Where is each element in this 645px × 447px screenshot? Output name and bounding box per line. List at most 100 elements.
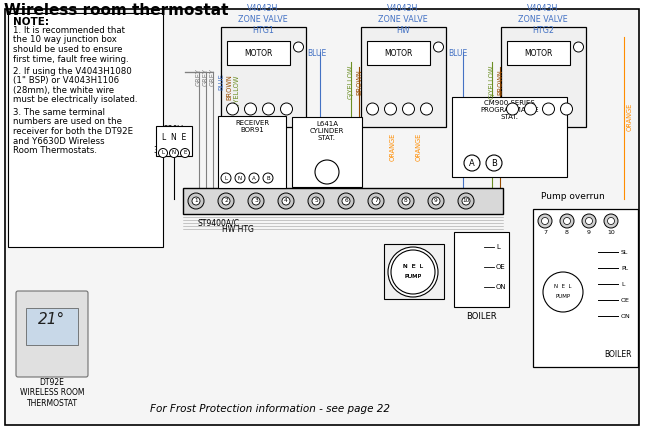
Text: first time, fault free wiring.: first time, fault free wiring. — [13, 55, 128, 63]
Text: V4043H
ZONE VALVE
HTG1: V4043H ZONE VALVE HTG1 — [238, 4, 288, 35]
Text: OE: OE — [621, 298, 630, 303]
Text: BLUE: BLUE — [307, 50, 326, 59]
Circle shape — [402, 103, 415, 115]
Circle shape — [249, 173, 259, 183]
Circle shape — [538, 214, 552, 228]
Text: 10: 10 — [607, 231, 615, 236]
Circle shape — [293, 42, 304, 52]
Text: 7: 7 — [374, 198, 378, 203]
Circle shape — [312, 197, 320, 205]
Text: 8: 8 — [404, 198, 408, 203]
Circle shape — [391, 250, 435, 294]
Text: receiver for both the DT92E: receiver for both the DT92E — [13, 127, 133, 136]
Text: 8: 8 — [565, 231, 569, 236]
Text: V4043H
ZONE VALVE
HW: V4043H ZONE VALVE HW — [378, 4, 428, 35]
Text: 230V
50Hz
3A RATED: 230V 50Hz 3A RATED — [154, 125, 192, 155]
Bar — [452, 97, 567, 177]
Bar — [533, 209, 638, 367]
Circle shape — [221, 173, 231, 183]
Text: 9: 9 — [587, 231, 591, 236]
Bar — [454, 232, 509, 307]
Circle shape — [524, 103, 537, 115]
Circle shape — [278, 193, 294, 209]
Text: BLUE: BLUE — [218, 74, 224, 90]
Circle shape — [342, 197, 350, 205]
Text: A: A — [469, 159, 475, 168]
Circle shape — [282, 197, 290, 205]
Text: BROWN: BROWN — [497, 69, 503, 95]
Circle shape — [159, 148, 168, 157]
Text: PUMP: PUMP — [404, 274, 422, 279]
Circle shape — [368, 193, 384, 209]
Text: (28mm), the white wire: (28mm), the white wire — [13, 86, 114, 95]
Text: ON: ON — [621, 313, 631, 319]
Text: 7: 7 — [543, 231, 547, 236]
Bar — [183, 188, 503, 214]
Circle shape — [421, 103, 433, 115]
Text: PUMP: PUMP — [404, 274, 422, 279]
Text: L641A
CYLINDER
STAT.: L641A CYLINDER STAT. — [310, 121, 344, 141]
Text: NOTE:: NOTE: — [13, 17, 49, 27]
Text: 5: 5 — [314, 198, 318, 203]
Circle shape — [252, 197, 260, 205]
Text: N: N — [238, 176, 242, 181]
Text: L: L — [161, 151, 164, 156]
Text: should be used to ensure: should be used to ensure — [13, 45, 123, 54]
Text: 2: 2 — [224, 198, 228, 203]
Circle shape — [506, 103, 519, 115]
Circle shape — [244, 103, 257, 115]
Text: DT92E
WIRELESS ROOM
THERMOSTAT: DT92E WIRELESS ROOM THERMOSTAT — [20, 378, 84, 408]
Text: BROWN: BROWN — [356, 69, 362, 95]
Bar — [366, 41, 430, 65]
Text: Pump overrun: Pump overrun — [541, 192, 605, 201]
Text: BROWN: BROWN — [226, 74, 232, 100]
Circle shape — [263, 173, 273, 183]
Text: G/YELLOW: G/YELLOW — [234, 75, 240, 109]
Text: ST9400A/C: ST9400A/C — [197, 219, 239, 228]
Text: Room Thermostats.: Room Thermostats. — [13, 146, 97, 155]
Text: L  N  E: L N E — [162, 132, 186, 142]
Circle shape — [486, 155, 502, 171]
Text: N  E  L: N E L — [403, 265, 423, 270]
Text: 10: 10 — [462, 198, 470, 203]
Circle shape — [458, 193, 474, 209]
Text: RECEIVER
BOR91: RECEIVER BOR91 — [235, 120, 269, 133]
Text: A: A — [252, 176, 256, 181]
Text: GREY: GREY — [210, 68, 216, 86]
Text: ORANGE: ORANGE — [627, 103, 633, 131]
Circle shape — [388, 247, 438, 297]
Circle shape — [432, 197, 440, 205]
Text: BOILER: BOILER — [604, 350, 631, 359]
Circle shape — [170, 148, 179, 157]
Text: numbers are used on the: numbers are used on the — [13, 118, 122, 127]
Circle shape — [564, 218, 570, 224]
Text: 1. It is recommended that: 1. It is recommended that — [13, 26, 125, 35]
Circle shape — [560, 214, 574, 228]
Circle shape — [192, 197, 200, 205]
Text: E: E — [183, 151, 186, 156]
Bar — [361, 27, 446, 127]
Text: ON: ON — [496, 284, 506, 290]
Circle shape — [222, 197, 230, 205]
Circle shape — [608, 218, 615, 224]
Circle shape — [604, 214, 618, 228]
Text: CM900 SERIES
PROGRAMMABLE
STAT.: CM900 SERIES PROGRAMMABLE STAT. — [480, 100, 539, 120]
Text: ORANGE: ORANGE — [416, 133, 422, 161]
Circle shape — [263, 103, 275, 115]
Text: must be electrically isolated.: must be electrically isolated. — [13, 96, 137, 105]
Circle shape — [398, 193, 414, 209]
Text: V4043H
ZONE VALVE
HTG2: V4043H ZONE VALVE HTG2 — [518, 4, 568, 35]
Circle shape — [226, 103, 239, 115]
Circle shape — [372, 197, 380, 205]
Text: L: L — [496, 244, 500, 250]
Text: G/YELLOW: G/YELLOW — [489, 65, 495, 99]
Text: SL: SL — [621, 249, 628, 254]
Text: ORANGE: ORANGE — [390, 133, 396, 161]
Text: 1: 1 — [194, 198, 198, 203]
Text: the 10 way junction box: the 10 way junction box — [13, 35, 117, 45]
Text: PUMP: PUMP — [555, 295, 571, 299]
Circle shape — [542, 218, 548, 224]
Circle shape — [462, 197, 470, 205]
Circle shape — [573, 42, 584, 52]
Bar — [26, 308, 78, 345]
